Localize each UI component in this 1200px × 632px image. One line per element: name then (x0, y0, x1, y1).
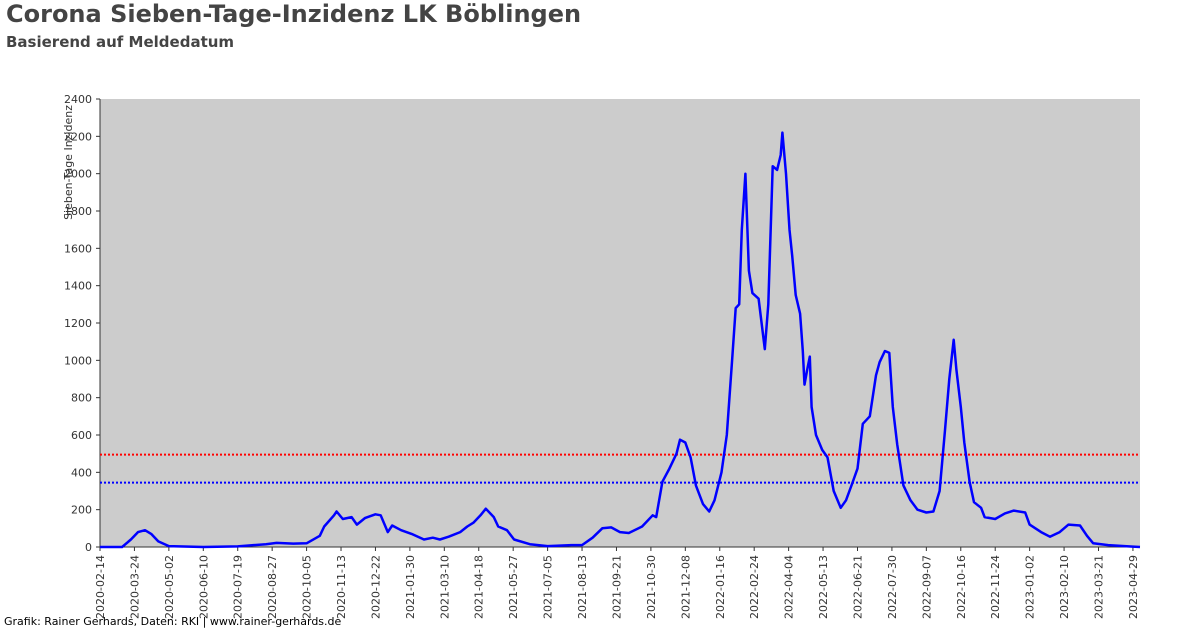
x-tick-label: 2022-07-30 (886, 555, 899, 619)
y-tick-label: 1600 (64, 242, 92, 255)
x-tick-label: 2021-09-21 (610, 555, 623, 619)
chart-subtitle: Basierend auf Meldedatum (6, 33, 234, 51)
y-tick-label: 1000 (64, 354, 92, 367)
x-tick-label: 2022-05-13 (817, 555, 830, 619)
x-tick-label: 2022-09-07 (920, 555, 933, 619)
x-tick-label: 2022-02-24 (748, 555, 761, 619)
x-tick-label: 2022-06-21 (851, 555, 864, 619)
chart-title: Corona Sieben-Tage-Inzidenz LK Böblingen (6, 0, 581, 28)
y-tick-label: 0 (85, 541, 92, 554)
y-axis-label: Sieben-Tage Inzidenz (62, 105, 75, 220)
y-tick-label: 800 (71, 392, 92, 405)
plot-area (100, 99, 1140, 547)
x-tick-label: 2021-04-18 (473, 555, 486, 619)
x-tick-label: 2020-07-19 (232, 555, 245, 619)
y-tick-label: 1200 (64, 317, 92, 330)
footer: Grafik: Rainer Gerhards, Daten: RKI | ww… (4, 615, 342, 628)
y-tick-label: 2000 (64, 168, 92, 181)
x-tick-label: 2020-08-27 (266, 555, 279, 619)
x-tick-label: 2020-06-10 (197, 555, 210, 619)
x-tick-label: 2022-10-16 (955, 555, 968, 619)
x-tick-label: 2021-01-30 (404, 555, 417, 619)
x-tick-label: 2021-08-13 (576, 555, 589, 619)
x-tick-label: 2022-04-04 (783, 555, 796, 619)
x-tick-label: 2023-02-10 (1058, 555, 1071, 619)
y-tick-label: 1400 (64, 280, 92, 293)
y-tick-label: 400 (71, 466, 92, 479)
x-tick-label: 2021-05-27 (507, 555, 520, 619)
x-tick-label: 2020-02-14 (94, 555, 107, 619)
y-tick-label: 200 (71, 504, 92, 517)
data-line (100, 131, 1141, 549)
x-tick-label: 2021-12-08 (679, 555, 692, 619)
x-tick-label: 2020-12-22 (369, 555, 382, 619)
x-tick-label: 2020-11-13 (335, 555, 348, 619)
x-tick-label: 2022-01-16 (714, 555, 727, 619)
x-tick-label: 2021-03-10 (438, 555, 451, 619)
y-tick-label: 2400 (64, 93, 92, 106)
x-tick-label: 2023-01-02 (1024, 555, 1037, 619)
y-tick-label: 2200 (64, 130, 92, 143)
x-tick-label: 2021-07-05 (542, 555, 555, 619)
x-tick-label: 2023-03-21 (1093, 555, 1106, 619)
x-tick-label: 2021-10-30 (645, 555, 658, 619)
x-tick-label: 2023-04-29 (1127, 555, 1140, 619)
y-tick-label: 1800 (64, 205, 92, 218)
x-tick-label: 2022-11-24 (989, 555, 1002, 619)
x-tick-label: 2020-05-02 (163, 555, 176, 619)
x-tick-label: 2020-03-24 (128, 555, 141, 619)
y-tick-label: 600 (71, 429, 92, 442)
x-tick-label: 2020-10-05 (301, 555, 314, 619)
